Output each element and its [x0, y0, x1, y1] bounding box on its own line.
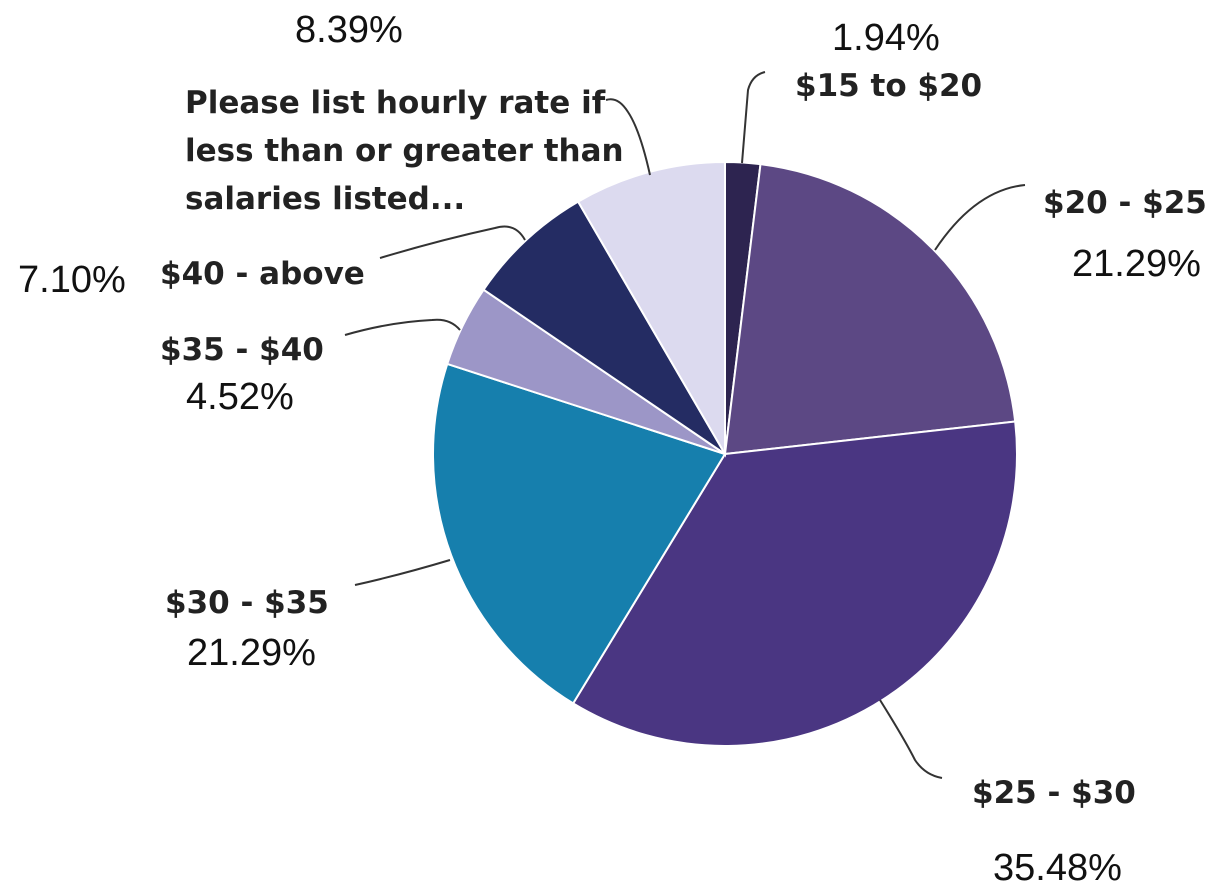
leader-line-30-35 — [354, 559, 451, 586]
leader-line-15-20 — [741, 71, 766, 164]
label-40-above: $40 - above — [160, 256, 365, 292]
leader-lines — [344, 71, 1026, 779]
percent-20-25: 21.29% — [1072, 243, 1201, 285]
pie-slice-2 — [571, 420, 1018, 747]
label-please-list-line-1: Please list hourly rate if — [185, 85, 606, 121]
leader-line-40-above — [379, 225, 526, 259]
label-15-20: $15 to $20 — [795, 68, 982, 104]
label-please-list-line-3: salaries listed... — [185, 181, 465, 217]
label-30-35: $30 - $35 — [165, 585, 329, 621]
percent-40-above: 7.10% — [18, 259, 126, 301]
leader-line-25-30 — [879, 699, 943, 779]
leader-line-35-40 — [344, 318, 461, 336]
percent-25-30: 35.48% — [993, 847, 1122, 885]
label-please-list-line-2: less than or greater than — [185, 133, 624, 169]
percent-15-20: 1.94% — [832, 17, 940, 59]
leader-line-please-list — [605, 98, 651, 176]
label-35-40: $35 - $40 — [160, 332, 324, 368]
leader-line-20-25 — [934, 184, 1026, 251]
percent-please-list: 8.39% — [295, 9, 403, 51]
pie-slice-5 — [482, 200, 726, 455]
pie-slice-1 — [723, 163, 1017, 456]
pie-slices — [432, 160, 1018, 747]
percent-35-40: 4.52% — [186, 376, 294, 418]
label-20-25: $20 - $25 — [1043, 185, 1207, 221]
pie-slice-3 — [432, 362, 727, 705]
label-25-30: $25 - $30 — [972, 775, 1136, 811]
percent-30-35: 21.29% — [187, 632, 316, 674]
